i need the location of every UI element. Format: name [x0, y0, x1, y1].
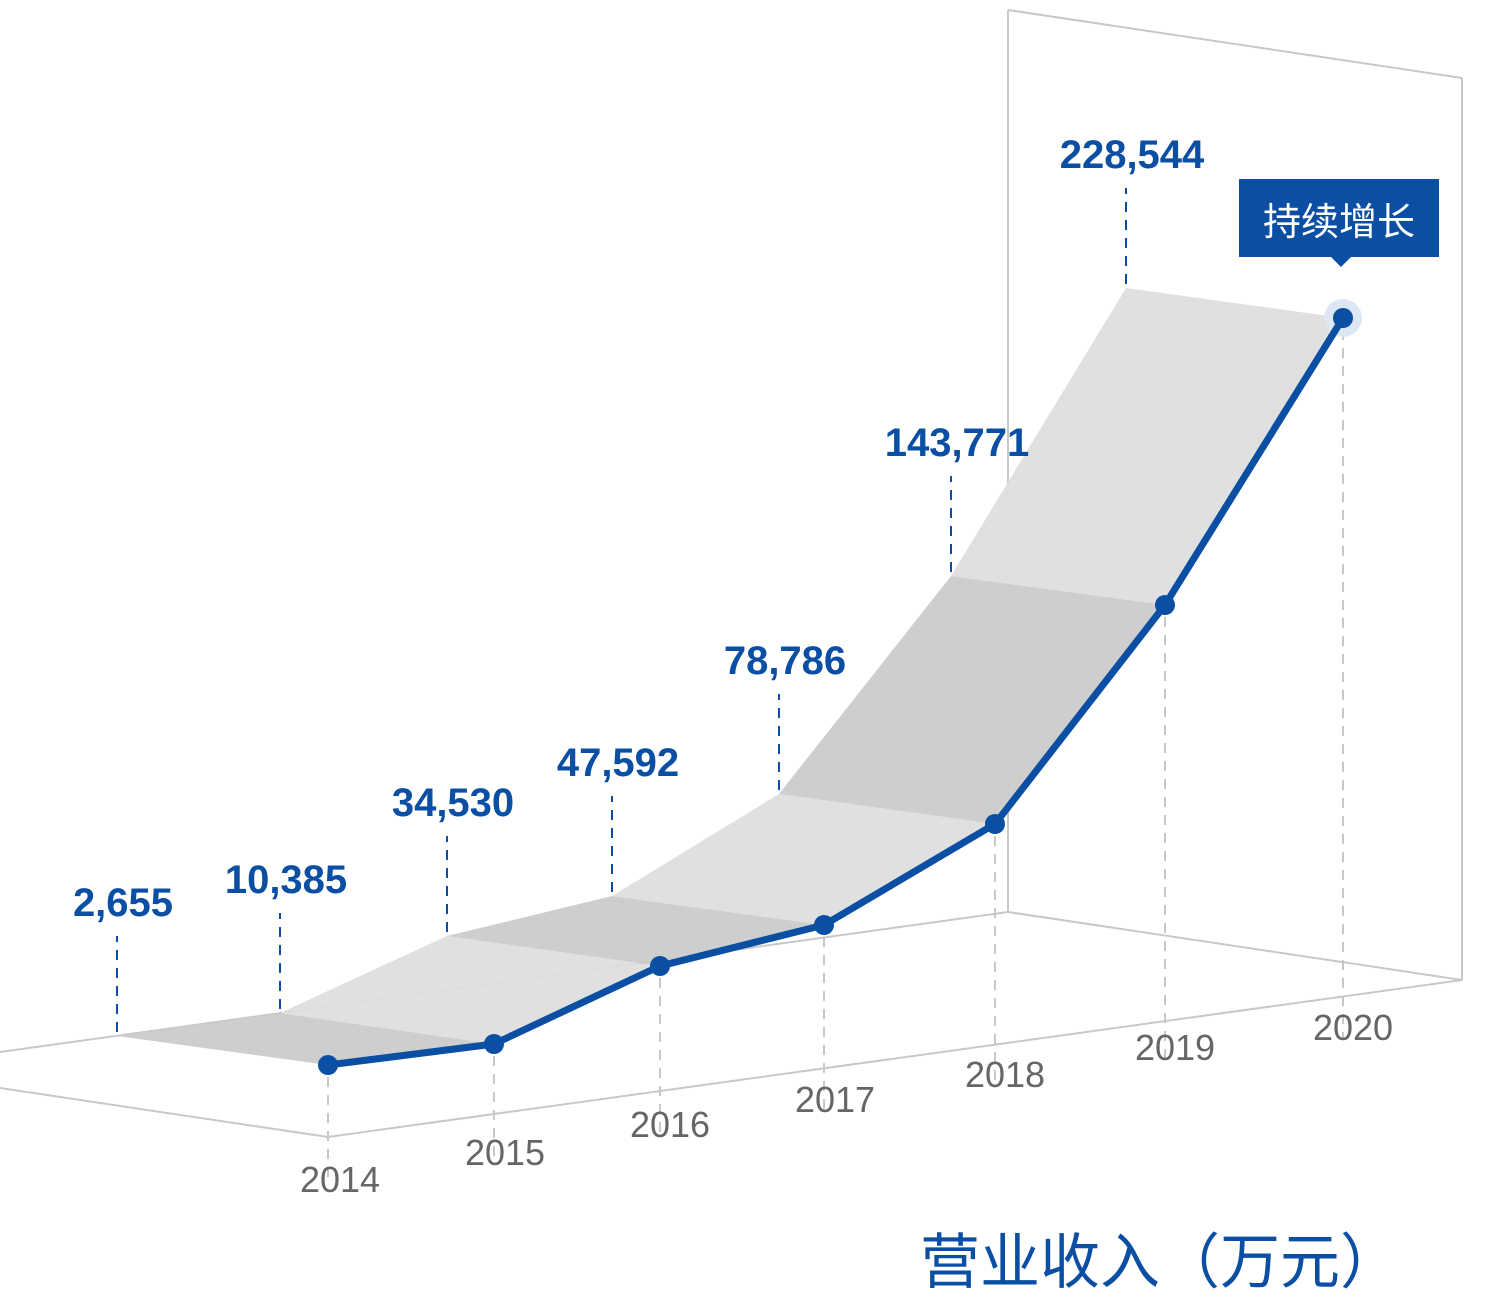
- back-wall-floor-edge: [1007, 911, 1463, 981]
- chart-title: 营业收入（万元）: [920, 1228, 1400, 1298]
- ribbon-segment: [779, 576, 1165, 824]
- data-label: 228,544: [1060, 133, 1205, 177]
- ribbon-segment: [612, 794, 995, 925]
- data-point: [985, 814, 1005, 834]
- x-tick-label: 2015: [465, 1132, 545, 1173]
- ribbon-segment: [117, 1013, 494, 1065]
- x-tick-label: 2014: [300, 1159, 380, 1200]
- data-label: 10,385: [225, 858, 347, 902]
- x-tick-label: 2016: [630, 1104, 710, 1145]
- x-tick-label: 2017: [795, 1079, 875, 1120]
- data-point: [1155, 595, 1175, 615]
- x-tick-label: 2019: [1135, 1027, 1215, 1068]
- back-wall-top: [1007, 9, 1463, 79]
- data-label: 2,655: [73, 881, 173, 925]
- data-point: [1333, 308, 1353, 328]
- data-point: [650, 956, 670, 976]
- data-point: [318, 1055, 338, 1075]
- data-label: 143,771: [885, 421, 1030, 465]
- floor-front-edge: [327, 979, 1463, 1138]
- ribbon-segment: [280, 936, 660, 1044]
- data-label: 34,530: [392, 781, 514, 825]
- ribbon-segment: [951, 288, 1343, 605]
- callout-annotation: 持续增长: [1239, 179, 1439, 267]
- x-tick-label: 2018: [965, 1054, 1045, 1095]
- x-tick-label: 2020: [1313, 1007, 1393, 1048]
- data-label: 47,592: [557, 741, 679, 785]
- floor-left-edge: [0, 1087, 329, 1138]
- data-label: 78,786: [724, 639, 846, 683]
- data-point: [814, 915, 834, 935]
- data-point: [484, 1034, 504, 1054]
